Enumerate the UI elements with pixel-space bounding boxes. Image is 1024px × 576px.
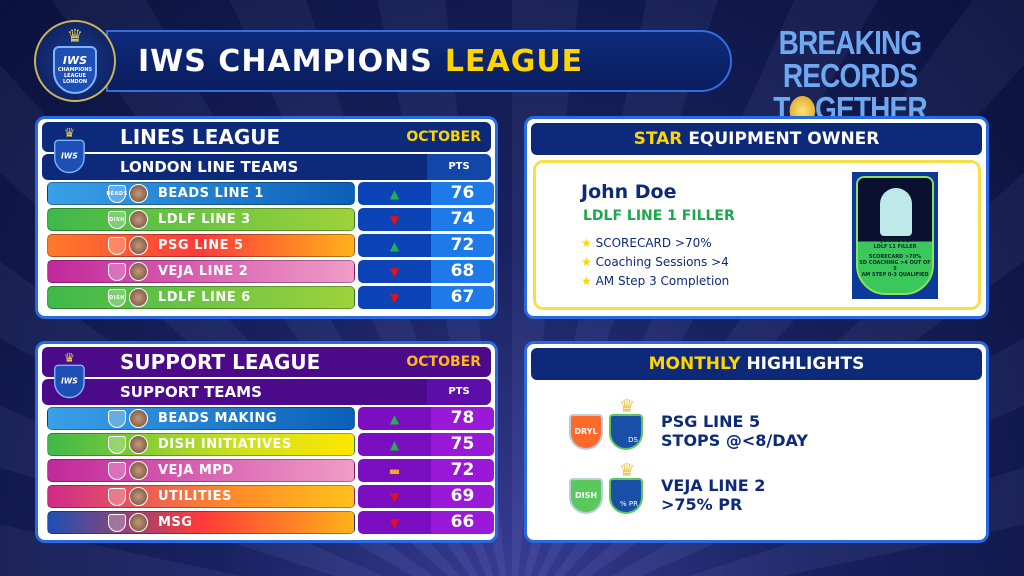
- trend-up-icon: ▲: [389, 437, 400, 452]
- trend-down-icon: ▼: [389, 264, 400, 279]
- owner-role: LDLF LINE 1 FILLER: [583, 208, 735, 224]
- team-name: DISH INITIATIVES: [158, 437, 292, 452]
- trend-up-icon: ▲: [389, 186, 400, 201]
- trend-down-icon: ▼: [389, 212, 400, 227]
- team-points: ▲ 72: [358, 234, 494, 257]
- team-name: BEADS LINE 1: [158, 186, 264, 201]
- team-name: VEJA LINE 2: [158, 264, 249, 279]
- team-points: ▲ 76: [358, 182, 494, 205]
- team-points: ▼ 68: [358, 260, 494, 283]
- award-badge-icon: % PR: [609, 478, 643, 514]
- trend-up-icon: ▲: [389, 411, 400, 426]
- star-icon: ★: [581, 274, 592, 288]
- team-badge-icon: [108, 435, 126, 454]
- iws-logo: ♛ IWS CHAMPIONS LEAGUE LONDON: [34, 20, 116, 102]
- team-row[interactable]: DISH INITIATIVES: [47, 433, 355, 456]
- team-name: BEADS MAKING: [158, 411, 277, 426]
- support-league-panel: SUPPORT LEAGUE OCTOBER SUPPORT TEAMS PTS…: [35, 341, 498, 543]
- team-row[interactable]: BEADS MAKING: [47, 407, 355, 430]
- league-logo: ♛ IWS: [54, 127, 85, 174]
- avatar: [129, 262, 148, 281]
- team-points: ▬ 72: [358, 459, 494, 482]
- avatar: [129, 409, 148, 428]
- team-row[interactable]: VEJA MPD: [47, 459, 355, 482]
- trend-up-icon: ▲: [389, 238, 400, 253]
- avatar: [129, 461, 148, 480]
- support-league-title: SUPPORT LEAGUE: [120, 350, 321, 374]
- star-icon: ★: [581, 255, 592, 269]
- avatar: [129, 435, 148, 454]
- criteria-list: ★ SCORECARD >70% ★ Coaching Sessions >4 …: [581, 236, 730, 288]
- team-name: LDLF LINE 6: [158, 290, 251, 305]
- team-name: MSG: [158, 515, 193, 530]
- star-icon: ★: [581, 236, 592, 250]
- team-name: VEJA MPD: [158, 463, 234, 478]
- team-name: PSG LINE 5: [158, 238, 244, 253]
- team-row[interactable]: DISH LDLF LINE 6: [47, 286, 355, 309]
- player-card: JOHN DOE LDLF L1 FILLER SCORECARD >70% SD C…: [852, 172, 938, 299]
- trend-down-icon: ▼: [389, 290, 400, 305]
- team-badge-icon: [108, 513, 126, 532]
- player-silhouette: [880, 188, 912, 236]
- month-label: OCTOBER: [406, 354, 481, 370]
- trend-flat-icon: ▬: [388, 463, 401, 478]
- avatar: [129, 288, 148, 307]
- team-badge-icon: BEADS: [106, 184, 127, 203]
- team-badge-icon: [108, 409, 126, 428]
- page-title: IWS CHAMPIONS LEAGUE: [106, 30, 732, 92]
- team-name: UTILITIES: [158, 489, 232, 504]
- team-badge-icon: [108, 236, 126, 255]
- team-badge-icon: DRYL: [569, 414, 603, 450]
- team-row[interactable]: UTILITIES: [47, 485, 355, 508]
- star-owner-panel: STAR EQUIPMENT OWNER John Doe LDLF LINE …: [524, 116, 989, 319]
- award-badge-icon: DS: [609, 414, 643, 450]
- team-badge-icon: [108, 487, 126, 506]
- team-badge-icon: DISH: [108, 288, 126, 307]
- avatar: [129, 236, 148, 255]
- team-badge-icon: DISH: [569, 478, 603, 514]
- team-badge-icon: [108, 461, 126, 480]
- avatar: [129, 513, 148, 532]
- crown-icon: ♛: [618, 460, 636, 481]
- league-logo: ♛ IWS: [54, 352, 85, 399]
- team-points: ▼ 67: [358, 286, 494, 309]
- team-points: ▲ 78: [358, 407, 494, 430]
- team-name: LDLF LINE 3: [158, 212, 251, 227]
- team-points: ▼ 74: [358, 208, 494, 231]
- team-badge-icon: [108, 262, 126, 281]
- team-row[interactable]: MSG: [47, 511, 355, 534]
- team-points: ▼ 69: [358, 485, 494, 508]
- highlight-item: DRYL ♛ DS PSG LINE 5 STOPS @<8/DAY: [569, 396, 949, 454]
- team-row[interactable]: DISH LDLF LINE 3: [47, 208, 355, 231]
- avatar: [129, 487, 148, 506]
- avatar: [129, 184, 148, 203]
- lines-league-panel: LINES LEAGUE OCTOBER LONDON LINE TEAMS P…: [35, 116, 498, 319]
- crown-icon: ♛: [66, 26, 84, 47]
- team-row[interactable]: PSG LINE 5: [47, 234, 355, 257]
- avatar: [129, 210, 148, 229]
- month-label: OCTOBER: [406, 129, 481, 145]
- owner-name: John Doe: [581, 181, 677, 203]
- team-badge-icon: DISH: [108, 210, 126, 229]
- team-points: ▲ 75: [358, 433, 494, 456]
- trend-down-icon: ▼: [389, 515, 400, 530]
- slogan: BREAKING RECORDS T GETHER: [773, 24, 928, 127]
- trend-down-icon: ▼: [389, 489, 400, 504]
- team-row[interactable]: BEADS BEADS LINE 1: [47, 182, 355, 205]
- team-points: ▼ 66: [358, 511, 494, 534]
- crown-icon: ♛: [618, 396, 636, 417]
- lines-league-title: LINES LEAGUE: [120, 125, 281, 149]
- team-row[interactable]: VEJA LINE 2: [47, 260, 355, 283]
- highlight-item: DISH ♛ % PR VEJA LINE 2 >75% PR: [569, 460, 949, 518]
